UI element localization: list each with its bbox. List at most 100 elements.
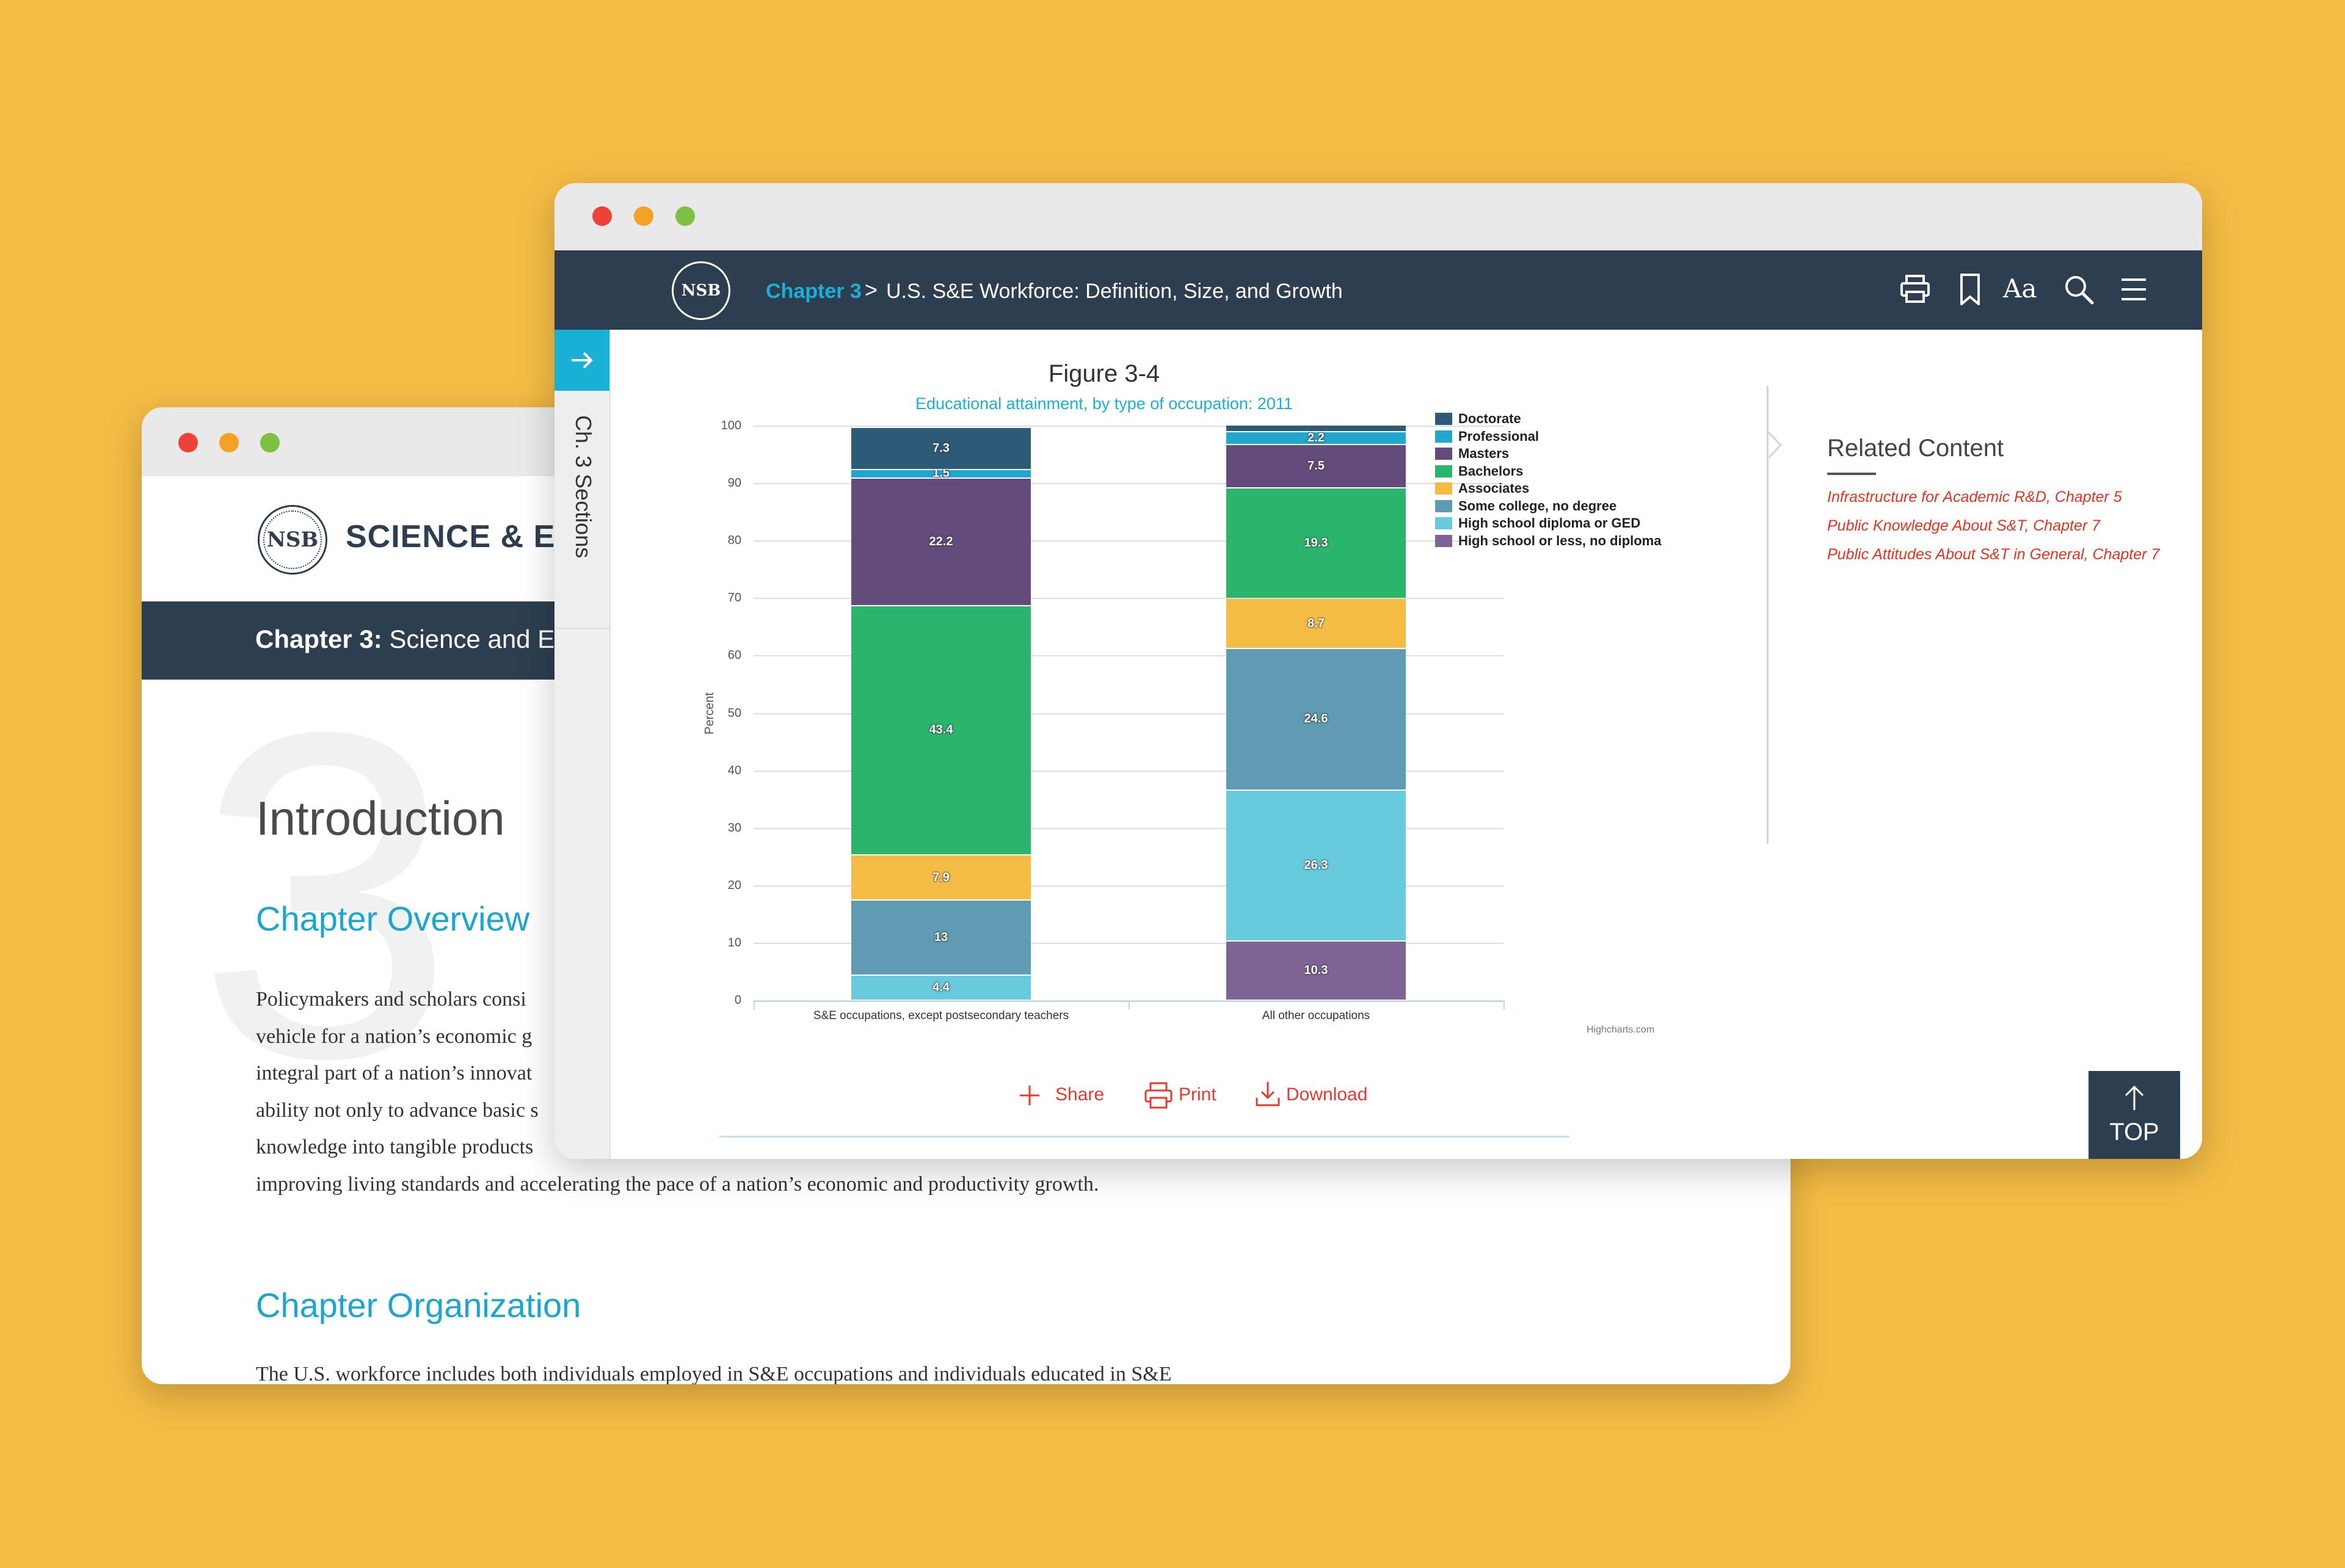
related-heading-underline — [1827, 473, 1876, 475]
data-label: 2.2 — [1307, 431, 1325, 445]
back-to-top-label: TOP — [2109, 1119, 2159, 1145]
chapter-banner-rest: Science and E — [382, 625, 555, 653]
stacked-bar-chart: 0 10 20 30 40 50 60 70 80 90 100 Percent 4.4 13 7.9 43.… — [554, 183, 1776, 1069]
chapter-number-watermark: 3 — [197, 636, 455, 1155]
breadcrumb-chapter-link[interactable]: Chapter 3 — [766, 280, 862, 303]
data-label: 7.3 — [933, 441, 950, 455]
data-label: 43.4 — [929, 723, 953, 737]
legend-item[interactable]: High school or less, no diploma — [1435, 533, 1661, 549]
close-dot[interactable] — [592, 206, 612, 226]
maximize-dot[interactable] — [260, 433, 280, 452]
share-plus-icon[interactable] — [1017, 1083, 1042, 1108]
legend-item[interactable]: Associates — [1435, 481, 1529, 496]
minimize-dot[interactable] — [219, 433, 239, 452]
data-label: 7.5 — [1307, 459, 1325, 473]
y-axis-tick-label: 50 — [727, 706, 741, 720]
bar-segment[interactable]: 4.4 — [851, 975, 1031, 1000]
bookmark-icon[interactable] — [1952, 271, 1988, 308]
data-label: 26.3 — [1304, 858, 1328, 872]
chart-gridline — [754, 426, 1503, 427]
maximize-dot[interactable] — [675, 206, 695, 226]
minimize-dot[interactable] — [634, 206, 653, 226]
breadcrumb-current-page: U.S. S&E Workforce: Definition, Size, an… — [886, 280, 1343, 303]
bar-segment[interactable]: 8.7 — [1226, 599, 1406, 648]
bar-segment[interactable]: 43.4 — [851, 606, 1031, 854]
print-button[interactable]: Print — [1179, 1084, 1216, 1105]
y-axis-tick-label: 0 — [734, 993, 741, 1007]
bar-segment[interactable]: 26.3 — [1226, 790, 1406, 941]
share-button[interactable]: Share — [1055, 1084, 1105, 1105]
related-pointer-icon — [1767, 431, 1783, 459]
legend-swatch — [1435, 517, 1452, 529]
print-icon[interactable] — [1897, 271, 1933, 308]
bar-segment[interactable]: 2.2 — [1226, 431, 1406, 445]
legend-label: Professional — [1458, 428, 1540, 444]
menu-icon[interactable] — [2115, 271, 2152, 308]
bar-segment[interactable]: 19.3 — [1226, 488, 1406, 598]
sidebar-divider — [554, 628, 609, 629]
figure-bottom-divider — [719, 1136, 1569, 1138]
bar-segment[interactable]: 13 — [851, 901, 1031, 975]
related-link[interactable]: Infrastructure for Academic R&D, Chapter… — [1827, 488, 2122, 506]
bar-segment[interactable]: 10.3 — [1226, 942, 1406, 1000]
bar-segment[interactable]: 1.5 — [851, 466, 1031, 480]
bar-segment[interactable]: 7.3 — [851, 427, 1031, 469]
data-label: 13 — [934, 930, 948, 944]
nsb-seal-logo[interactable]: NSB — [672, 261, 730, 320]
bar-segment[interactable]: 7.9 — [851, 855, 1031, 900]
legend-item[interactable]: Masters — [1435, 446, 1509, 462]
download-icon[interactable] — [1254, 1080, 1281, 1109]
breadcrumb-separator: > — [865, 277, 878, 302]
paragraph-line-cut: The U.S. workforce includes both individ… — [256, 1363, 1172, 1384]
data-label: 4.4 — [933, 980, 950, 994]
chart-gridline — [754, 483, 1503, 485]
arrow-right-icon — [572, 352, 593, 369]
bar-segment[interactable]: 24.6 — [1226, 649, 1406, 789]
sections-sidebar-tab[interactable]: Ch. 3 Sections — [554, 330, 611, 1159]
legend-item[interactable]: Some college, no degree — [1435, 498, 1616, 514]
text-size-icon[interactable]: Aa — [2003, 274, 2037, 303]
chart-gridline — [754, 598, 1503, 600]
print-action-icon[interactable] — [1143, 1081, 1174, 1110]
nsb-seal-logo[interactable]: NSB — [258, 505, 327, 575]
open-sections-button[interactable] — [554, 330, 609, 391]
y-axis-title: Percent — [702, 692, 716, 735]
related-link[interactable]: Public Knowledge About S&T, Chapter 7 — [1827, 517, 2101, 534]
data-label: 22.2 — [929, 534, 953, 548]
legend-swatch — [1435, 499, 1452, 512]
chapter-banner-title: Chapter 3: Science and E — [255, 625, 554, 654]
legend-item[interactable]: Doctorate — [1435, 411, 1521, 427]
x-axis-category-label: S&E occupations, except postsecondary te… — [813, 1009, 1069, 1022]
x-axis-category-label: All other occupations — [1262, 1009, 1370, 1022]
legend-item[interactable]: High school diploma or GED — [1435, 515, 1640, 531]
search-icon[interactable] — [2060, 271, 2097, 308]
highcharts-credit[interactable]: Highcharts.com — [1587, 1025, 1655, 1035]
x-axis-tick — [1503, 1001, 1505, 1009]
chart-gridline — [754, 770, 1503, 772]
legend-item[interactable]: Bachelors — [1435, 463, 1523, 479]
data-label: 1.5 — [933, 466, 950, 481]
bar-segment[interactable] — [1226, 426, 1406, 432]
paragraph-line: ability not only to advance basic s — [256, 1098, 539, 1122]
bar-segment[interactable]: 7.5 — [1226, 445, 1406, 487]
close-dot[interactable] — [178, 433, 198, 452]
paragraph-line: integral part of a nation’s innovat — [256, 1062, 533, 1084]
legend-item[interactable]: Professional — [1435, 429, 1539, 445]
legend-label: Some college, no degree — [1458, 498, 1617, 514]
data-label: 8.7 — [1307, 616, 1325, 630]
data-label: 7.9 — [933, 870, 950, 884]
chart-gridline — [754, 713, 1503, 714]
bar-segment[interactable]: 22.2 — [851, 478, 1031, 605]
sections-tab-label[interactable]: Ch. 3 Sections — [571, 415, 596, 559]
legend-label: Associates — [1458, 481, 1530, 496]
legend-label: Masters — [1458, 446, 1510, 461]
related-divider-line — [1767, 386, 1769, 844]
y-axis-tick-label: 90 — [727, 476, 741, 490]
y-axis-tick-label: 30 — [727, 821, 741, 835]
foreground-browser-window: NSB Chapter 3 > U.S. S&E Workforce: Defi… — [554, 183, 2202, 1159]
y-axis-tick-label: 20 — [727, 878, 741, 892]
overview-paragraph: Policymakers and scholars consi vehicle … — [256, 981, 1721, 1203]
related-link[interactable]: Public Attitudes About S&T in General, C… — [1827, 546, 2160, 563]
back-to-top-button[interactable]: TOP — [2089, 1071, 2180, 1159]
download-button[interactable]: Download — [1286, 1084, 1368, 1105]
